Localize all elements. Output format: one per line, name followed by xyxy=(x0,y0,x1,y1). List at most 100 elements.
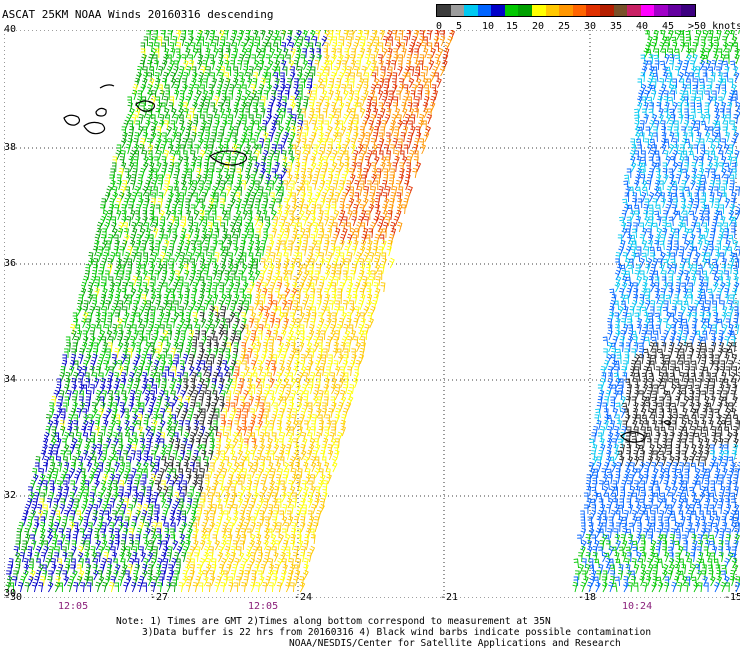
wind-barb xyxy=(153,143,160,155)
wind-barb xyxy=(153,216,159,227)
wind-barb xyxy=(49,480,55,491)
wind-barb xyxy=(300,365,307,377)
wind-barb xyxy=(350,143,356,155)
wind-barb xyxy=(678,113,684,125)
wind-barb xyxy=(240,528,246,539)
wind-barb xyxy=(198,395,204,407)
wind-barb xyxy=(199,36,205,47)
wind-barb xyxy=(125,462,131,473)
wind-barb xyxy=(274,149,281,161)
wind-barb xyxy=(184,41,190,53)
wind-barb xyxy=(218,299,224,311)
wind-barb xyxy=(209,516,215,527)
wind-barb xyxy=(221,209,228,221)
wind-barb xyxy=(307,432,313,443)
wind-barb xyxy=(312,114,318,125)
wind-barb xyxy=(226,461,233,473)
wind-barb xyxy=(650,89,657,101)
wind-barb xyxy=(34,516,39,527)
wind-barb xyxy=(351,161,357,173)
wind-barb xyxy=(32,468,38,479)
wind-barb xyxy=(241,252,247,263)
wind-barb xyxy=(269,389,275,401)
wind-map[interactable] xyxy=(4,30,740,598)
wind-barb xyxy=(132,167,138,179)
wind-barb xyxy=(728,209,735,221)
wind-barb xyxy=(222,497,229,509)
wind-barb xyxy=(305,36,310,47)
wind-barb xyxy=(136,281,142,293)
wind-barb xyxy=(641,179,648,191)
wind-barb xyxy=(141,294,147,305)
wind-barb xyxy=(354,179,360,191)
wind-barb xyxy=(689,72,694,83)
wind-barb xyxy=(189,108,195,119)
wind-barb xyxy=(190,401,196,413)
wind-barb xyxy=(310,318,316,329)
wind-barb xyxy=(93,461,100,473)
wind-barb xyxy=(374,263,381,275)
wind-barb xyxy=(139,227,146,239)
wind-barb xyxy=(386,161,392,173)
wind-barb xyxy=(206,66,211,77)
wind-barb xyxy=(246,479,253,491)
wind-barb xyxy=(607,329,613,341)
wind-barb xyxy=(132,486,138,496)
legend-swatch-1 xyxy=(450,5,465,16)
wind-barb xyxy=(232,515,239,527)
wind-barb xyxy=(350,59,357,71)
wind-barb xyxy=(65,474,71,485)
wind-barb xyxy=(165,341,171,353)
wind-barb xyxy=(132,83,139,95)
wind-barb xyxy=(155,401,161,413)
wind-barb xyxy=(143,468,148,478)
wind-barb xyxy=(679,192,685,203)
wind-barb xyxy=(355,341,362,353)
wind-barb xyxy=(219,485,226,497)
wind-barb xyxy=(94,479,101,491)
wind-barb xyxy=(101,389,108,401)
wind-barb xyxy=(279,383,286,395)
wind-barb xyxy=(237,216,243,227)
wind-barb xyxy=(288,329,295,341)
wind-barb xyxy=(305,335,311,347)
wind-barb xyxy=(31,581,38,593)
wind-barb xyxy=(69,467,76,479)
wind-barb xyxy=(336,270,341,281)
wind-barb xyxy=(677,149,683,161)
wind-barb xyxy=(140,515,146,527)
wind-barb xyxy=(303,204,309,215)
wind-barb xyxy=(647,77,653,89)
wind-barb xyxy=(263,197,269,209)
wind-barb xyxy=(188,216,194,227)
wind-barb xyxy=(219,203,225,215)
wind-barb xyxy=(210,102,216,113)
wind-barb xyxy=(196,59,203,71)
wind-barb xyxy=(92,372,98,383)
wind-barb xyxy=(240,401,246,413)
wind-barb xyxy=(704,210,709,220)
wind-barb xyxy=(233,126,239,137)
wind-barb xyxy=(634,119,640,131)
wind-barb xyxy=(659,41,665,53)
wind-barb xyxy=(414,96,420,107)
wind-barb xyxy=(199,180,204,191)
wind-barb xyxy=(178,527,184,539)
wind-barb xyxy=(27,497,33,509)
wind-barb xyxy=(172,395,179,407)
wind-barb xyxy=(371,173,377,185)
wind-barb xyxy=(186,114,192,125)
wind-barb xyxy=(108,539,114,551)
wind-barb xyxy=(426,30,432,41)
wind-barb xyxy=(70,407,77,419)
legend-tick-label: 45 xyxy=(662,21,675,32)
wind-barb xyxy=(190,383,197,395)
wind-barb xyxy=(106,329,113,341)
wind-barb xyxy=(158,119,165,131)
wind-barb xyxy=(366,180,372,191)
wind-barb xyxy=(170,390,176,401)
wind-barb xyxy=(305,311,311,323)
wind-barb xyxy=(341,60,347,71)
wind-barb xyxy=(626,312,633,323)
wind-barb xyxy=(641,108,647,119)
